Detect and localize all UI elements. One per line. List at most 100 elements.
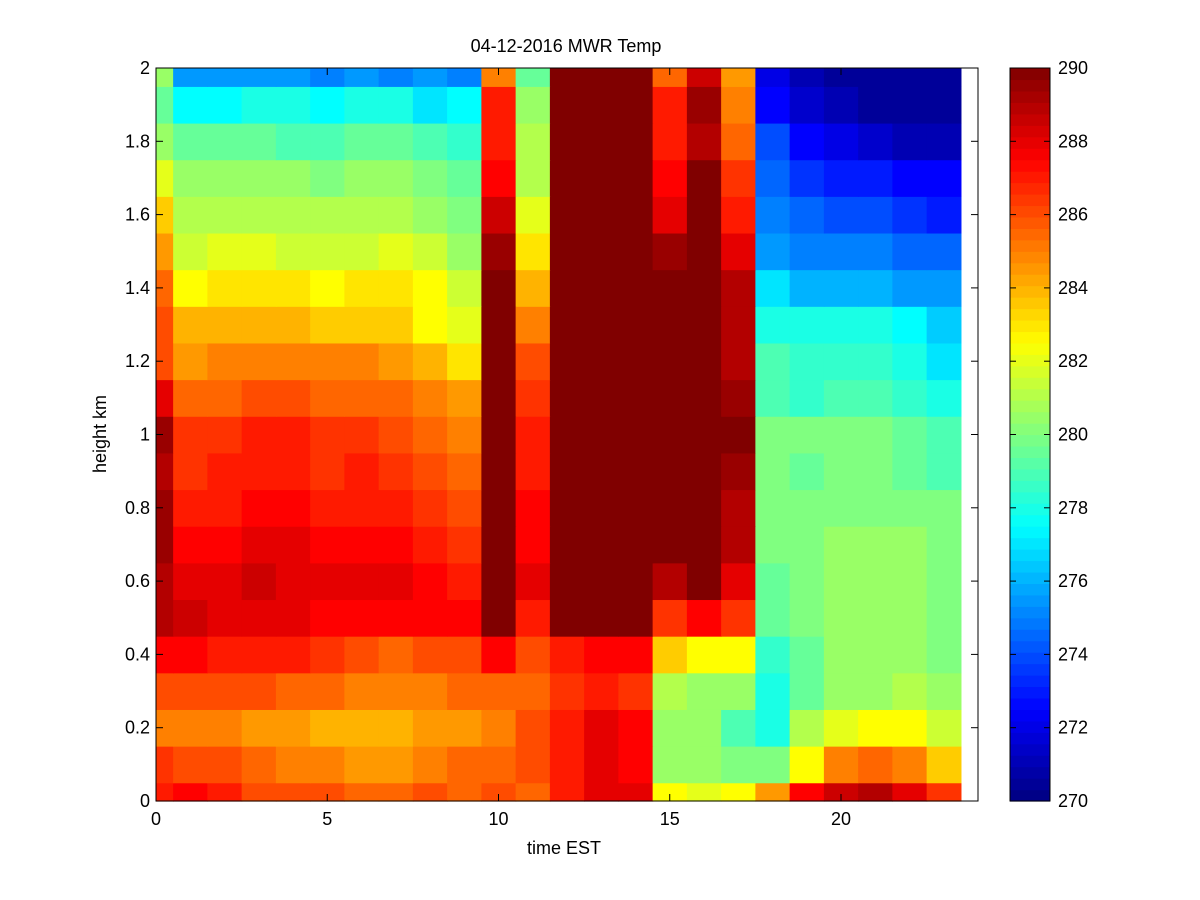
heatmap-cell [275, 306, 311, 344]
chart-title: 04-12-2016 MWR Temp [471, 36, 662, 56]
heatmap-cell [823, 489, 859, 527]
heatmap-cell [481, 379, 517, 417]
heatmap-cell [652, 672, 688, 710]
heatmap-cell [241, 782, 277, 802]
heatmap-cell [241, 269, 277, 307]
heatmap-cell [515, 122, 551, 161]
colorbar-gradient [1010, 68, 1050, 802]
heatmap-cell [618, 489, 654, 527]
heatmap-cell [549, 526, 585, 564]
x-tick-label: 15 [660, 809, 680, 829]
heatmap-cell [310, 489, 345, 527]
heatmap-cell [789, 782, 825, 802]
heatmap-cell [275, 526, 311, 564]
heatmap-cell [721, 746, 756, 784]
colorbar-segment [1010, 709, 1050, 722]
heatmap-cell [173, 709, 208, 747]
heatmap-cell [686, 636, 722, 674]
heatmap-cell [515, 196, 551, 234]
colorbar-segment [1010, 503, 1050, 516]
heatmap-cell [549, 782, 585, 802]
heatmap-cell [378, 379, 414, 417]
y-tick-label: 2 [140, 58, 150, 78]
heatmap-cell [275, 269, 311, 307]
heatmap-cell [652, 782, 688, 802]
heatmap-cell [549, 709, 585, 747]
heatmap-cell [378, 196, 414, 234]
heatmap-cell [652, 452, 688, 491]
heatmap-cell [310, 342, 345, 381]
heatmap-cell [858, 526, 893, 564]
colorbar-segment [1010, 640, 1050, 653]
heatmap-cell [481, 269, 517, 307]
heatmap-cell [618, 306, 654, 344]
heatmap-cell [241, 452, 277, 491]
heatmap-cell [858, 342, 893, 381]
heatmap-cell [618, 416, 654, 454]
heatmap-cell [892, 86, 928, 124]
heatmap-cell [858, 672, 893, 710]
colorbar-segment [1010, 400, 1050, 413]
heatmap-cell [156, 379, 174, 417]
heatmap-cell [858, 746, 893, 784]
heatmap-cell [892, 269, 928, 307]
colorbar-segment [1010, 377, 1050, 390]
colorbar-segment [1010, 560, 1050, 573]
heatmap-cell [584, 379, 619, 417]
colorbar-segment [1010, 514, 1050, 527]
heatmap-cell [549, 86, 585, 124]
heatmap-cell [721, 599, 756, 637]
heatmap-cell [652, 269, 688, 307]
heatmap-cell [549, 379, 585, 417]
heatmap-cell [447, 379, 482, 417]
heatmap-cell [686, 68, 722, 87]
heatmap-cell [789, 196, 825, 234]
heatmap-cell [926, 122, 962, 161]
heatmap-cell [515, 599, 551, 637]
heatmap-cell [241, 196, 277, 234]
heatmap-cell [156, 196, 174, 234]
heatmap-cell [156, 122, 174, 161]
heatmap-cell [858, 196, 893, 234]
heatmap-cell [412, 86, 448, 124]
heatmap-cell [926, 68, 962, 87]
heatmap-cell [310, 746, 345, 784]
colorbar-segment [1010, 90, 1050, 103]
heatmap-cell [686, 746, 722, 784]
colorbar-segment [1010, 388, 1050, 401]
heatmap-cell [447, 159, 482, 197]
colorbar-segment [1010, 583, 1050, 596]
heatmap-cell [823, 782, 859, 802]
heatmap-cell [515, 636, 551, 674]
colorbar-segment [1010, 606, 1050, 619]
heatmap-cell [652, 562, 688, 601]
heatmap-cell [310, 416, 345, 454]
heatmap-cell [310, 196, 345, 234]
heatmap-cell [241, 709, 277, 747]
colorbar-segment [1010, 365, 1050, 378]
heatmap-cell [173, 489, 208, 527]
y-tick-label: 1.2 [125, 351, 150, 371]
heatmap-cell [310, 306, 345, 344]
heatmap-cell [892, 489, 928, 527]
colorbar-tick-label: 288 [1058, 131, 1088, 151]
heatmap-cell [515, 562, 551, 601]
colorbar-segment [1010, 445, 1050, 458]
heatmap-cell [755, 599, 791, 637]
heatmap-cell [481, 342, 517, 381]
heatmap-cell [858, 709, 893, 747]
colorbar-segment [1010, 411, 1050, 424]
heatmap-cell [275, 122, 311, 161]
colorbar-segment [1010, 136, 1050, 149]
heatmap-cell [378, 342, 414, 381]
heatmap-cell [584, 672, 619, 710]
heatmap-cell [686, 562, 722, 601]
colorbar-segment [1010, 354, 1050, 367]
heatmap-cell [481, 636, 517, 674]
heatmap-cell [481, 489, 517, 527]
heatmap-cell [310, 86, 345, 124]
heatmap-cell [173, 672, 208, 710]
heatmap-cell [173, 562, 208, 601]
heatmap-cell [652, 636, 688, 674]
heatmap-cell [789, 709, 825, 747]
